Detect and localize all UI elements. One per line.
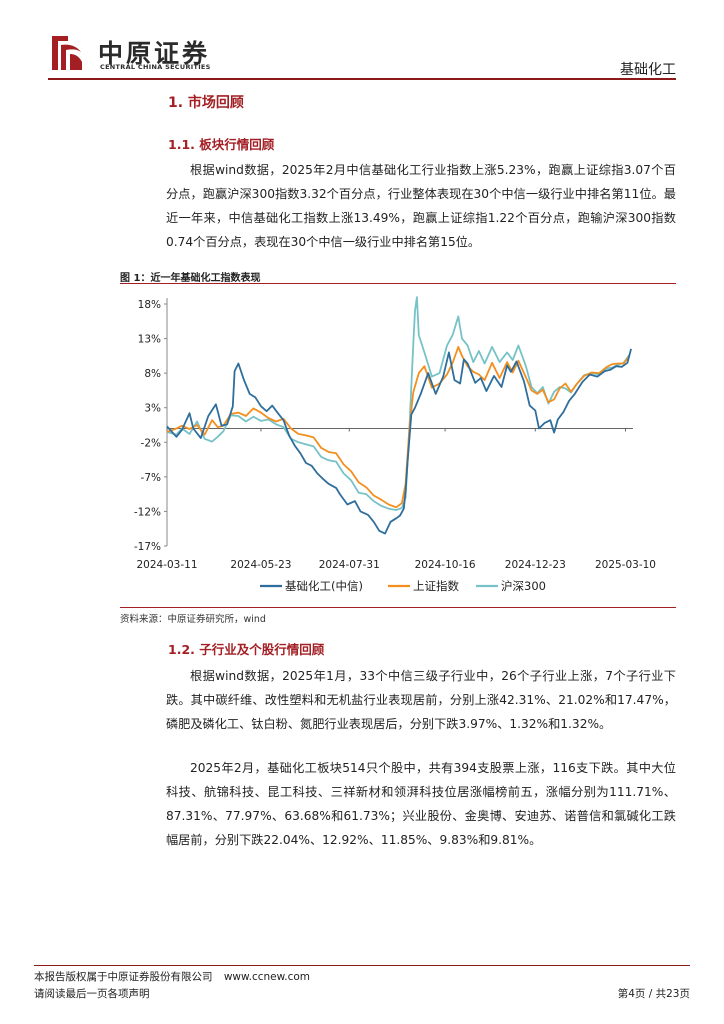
legend-label-sse: 上证指数 — [413, 579, 459, 593]
figure-divider-top — [120, 283, 676, 284]
paragraph-text: 根据wind数据，2025年2月中信基础化工行业指数上涨5.23%，跑赢上证综指… — [166, 163, 676, 249]
website-link[interactable]: www.ccnew.com — [223, 971, 311, 983]
x-tick-label: 2024-05-23 — [230, 559, 291, 571]
line-chart: 18% 13% 8% 3% -2% -7% -12% -17% 2024-03-11 2024-0… — [134, 296, 656, 593]
y-tick-label: -7% — [141, 472, 161, 484]
x-tick-label: 2025-03-10 — [595, 559, 656, 571]
x-tick-label: 2024-07-31 — [319, 559, 380, 571]
section-title: 1. 市场回顾 — [168, 95, 244, 111]
footer-disclaimer: 请阅读最后一页各项声明 — [34, 988, 150, 1000]
series-line-chem — [166, 348, 632, 535]
y-tick-label: -12% — [134, 506, 161, 518]
footer-copyright: 本报告版权属于中原证券股份有限公司 www.ccnew.com — [34, 969, 310, 984]
series-line-csi300 — [166, 296, 630, 511]
paragraph-text: 2025年2月，基础化工板块514只个股中，共有394支股票上涨，116支下跌。… — [166, 761, 676, 847]
series-line-sse — [166, 346, 630, 509]
figure-title: 图 1：近一年基础化工指数表现 — [120, 273, 261, 284]
page-number: 第4页 / 共23页 — [617, 988, 690, 1000]
x-tick-label: 2024-10-16 — [415, 559, 476, 571]
legend-label-csi300: 沪深300 — [501, 579, 546, 593]
figure-divider-bottom — [120, 607, 676, 608]
y-tick-label: -2% — [141, 437, 161, 449]
subsection-title: 1.1. 板块行情回顾 — [168, 137, 275, 152]
y-tick-label: 13% — [138, 334, 161, 346]
figure-source: 资料来源：中原证券研究所，wind — [120, 614, 266, 625]
y-tick-label: 18% — [138, 299, 161, 311]
y-tick-label: 8% — [144, 368, 161, 380]
paragraph: 2025年2月，基础化工板块514只个股中，共有394支股票上涨，116支下跌。… — [166, 756, 676, 852]
industry-label: 基础化工 — [620, 62, 676, 78]
y-tick-label: -17% — [134, 541, 161, 553]
footer-divider — [34, 965, 690, 966]
company-name-cn: 中原证券 — [98, 39, 211, 68]
subsection-title: 1.2. 子行业及个股行情回顾 — [168, 642, 325, 657]
paragraph-text: 根据wind数据，2025年1月，33个中信三级子行业中，26个子行业上涨，7个… — [166, 669, 676, 731]
x-tick-label: 2024-12-23 — [505, 559, 566, 571]
copyright-text: 本报告版权属于中原证券股份有限公司 — [34, 971, 213, 983]
paragraph: 根据wind数据，2025年1月，33个中信三级子行业中，26个子行业上涨，7个… — [166, 664, 676, 736]
paragraph: 根据wind数据，2025年2月中信基础化工行业指数上涨5.23%，跑赢上证综指… — [166, 158, 676, 254]
x-tick-label: 2024-03-11 — [136, 559, 197, 571]
company-name-en: CENTRAL CHINA SECURITIES — [100, 63, 211, 71]
header-divider — [48, 78, 676, 80]
legend-label-chem: 基础化工(中信) — [285, 579, 363, 593]
company-logo-icon — [48, 32, 86, 74]
y-tick-label: 3% — [144, 403, 161, 415]
